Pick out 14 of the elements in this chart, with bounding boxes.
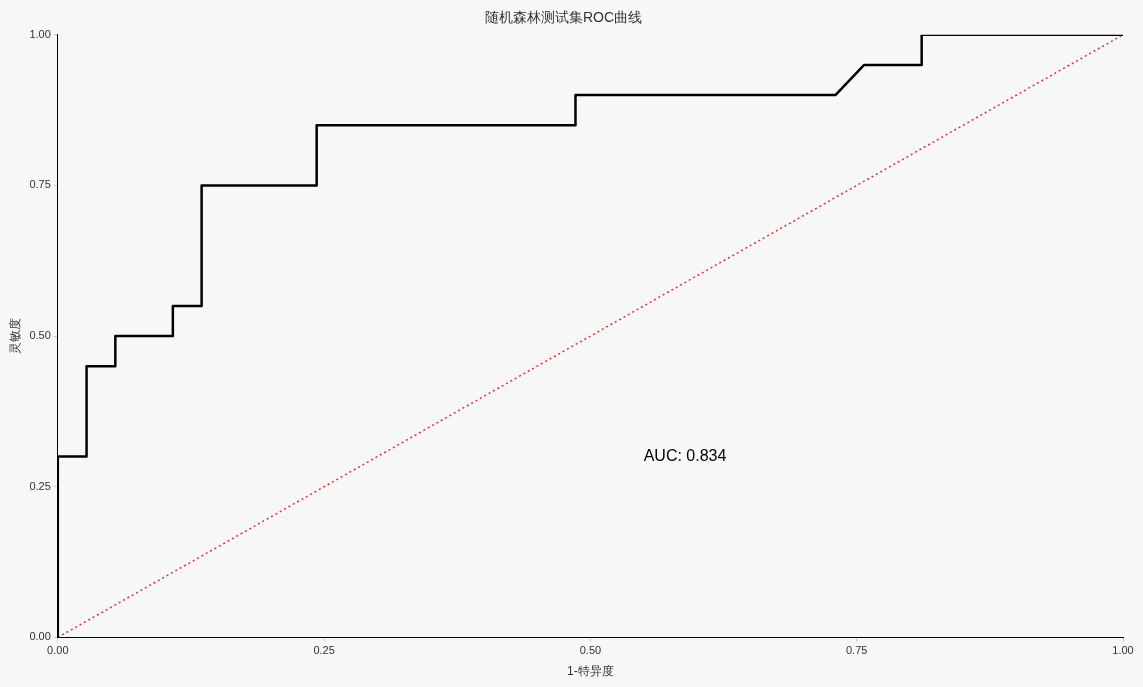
x-tick-label: 0.00: [47, 644, 69, 657]
x-tick-label: 0.25: [313, 644, 335, 657]
y-axis-title: 灵敏度: [7, 318, 22, 355]
x-tick-label: 0.75: [845, 644, 868, 657]
x-axis-title: 1-特异度: [567, 664, 614, 679]
y-tick-label: 0.75: [29, 178, 51, 191]
y-tick-label: 0.50: [29, 329, 51, 342]
x-tick-label: 0.50: [579, 644, 602, 657]
annotation: AUC: 0.834: [643, 447, 727, 465]
y-tick-label: 1.00: [29, 27, 51, 40]
y-tick-label: 0.00: [29, 630, 51, 643]
chart-title: 随机森林测试集ROC曲线: [484, 9, 643, 26]
y-tick-label: 0.25: [29, 479, 51, 492]
x-tick-label: 1.00: [1112, 644, 1134, 657]
